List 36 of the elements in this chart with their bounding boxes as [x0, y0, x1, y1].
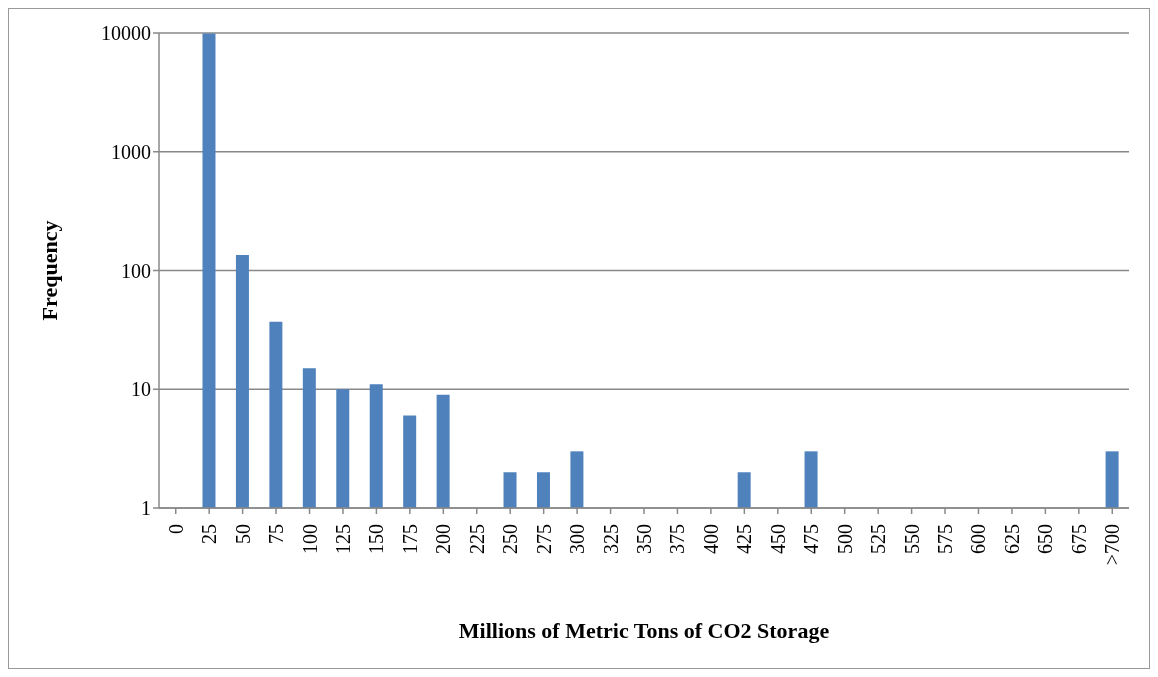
- x-tick-label: 225: [465, 524, 488, 554]
- x-tick-label: 200: [432, 524, 455, 554]
- x-tick-label: 575: [934, 524, 957, 554]
- x-tick-label: 525: [867, 524, 890, 554]
- x-tick-label: 25: [198, 524, 221, 544]
- y-tick-label: 10000: [101, 22, 151, 45]
- x-tick-label: 675: [1067, 524, 1090, 554]
- x-tick-label: 425: [733, 524, 756, 554]
- x-tick-label: 650: [1034, 524, 1057, 554]
- x-tick-label: 300: [566, 524, 589, 554]
- x-tick-label: 125: [331, 524, 354, 554]
- y-tick-label: 100: [121, 259, 151, 282]
- x-tick-label: 0: [164, 524, 187, 534]
- x-tick-label: 600: [967, 524, 990, 554]
- x-tick-label: 625: [1000, 524, 1023, 554]
- y-axis-title: Frequency: [36, 220, 62, 321]
- x-tick-label: >700: [1101, 524, 1124, 566]
- x-tick-label: 75: [265, 524, 288, 544]
- x-tick-label: 375: [666, 524, 689, 554]
- x-tick-label: 275: [532, 524, 555, 554]
- x-tick-label: 100: [298, 524, 321, 554]
- y-tick-label: 10: [131, 378, 151, 401]
- x-tick-label: 325: [599, 524, 622, 554]
- x-tick-label: 150: [365, 524, 388, 554]
- y-tick-label: 1000: [111, 140, 151, 163]
- y-tick-label: 1: [141, 497, 151, 520]
- x-tick-label: 450: [766, 524, 789, 554]
- x-tick-label: 175: [398, 524, 421, 554]
- x-tick-label: 475: [800, 524, 823, 554]
- x-tick-label: 50: [231, 524, 254, 544]
- x-tick-label: 350: [633, 524, 655, 554]
- x-tick-label: 500: [833, 524, 856, 554]
- x-axis-title: Millions of Metric Tons of CO2 Storage: [458, 618, 830, 643]
- x-tick-label: 550: [900, 524, 923, 554]
- x-tick-label: 400: [699, 524, 722, 554]
- x-tick-label: 250: [499, 524, 522, 554]
